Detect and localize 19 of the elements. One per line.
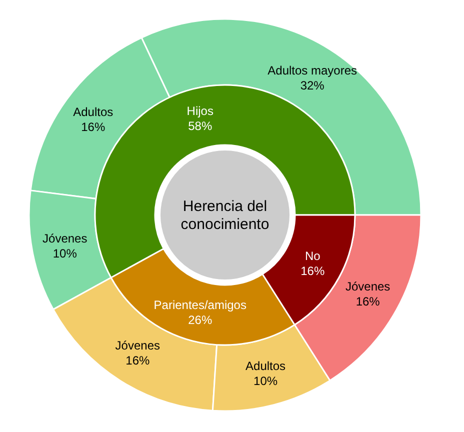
data-label: 16% xyxy=(81,120,106,134)
data-label: 16% xyxy=(300,264,325,278)
slice-label: Adultos xyxy=(73,105,114,120)
slice-label: Adultos mayores xyxy=(268,63,358,78)
slice-label: Adultos xyxy=(246,358,286,373)
slice-label: No xyxy=(304,249,321,264)
data-label: 32% xyxy=(300,78,325,92)
slice-label: Jóvenes xyxy=(345,280,390,294)
slice-label: Jóvenes xyxy=(42,232,88,246)
text: Herencia del conocimiento xyxy=(180,198,270,233)
data-label: 58% xyxy=(188,119,212,134)
slice-label: Hijos xyxy=(186,104,214,118)
slice-label: Jóvenes xyxy=(115,338,160,353)
data-label: 26% xyxy=(188,312,212,327)
data-label: 10% xyxy=(52,246,78,261)
data-label: 10% xyxy=(254,374,278,388)
slice-label: Parientes/amigos xyxy=(154,298,246,312)
data-label: 16% xyxy=(126,354,150,368)
data-label: 16% xyxy=(356,294,380,309)
